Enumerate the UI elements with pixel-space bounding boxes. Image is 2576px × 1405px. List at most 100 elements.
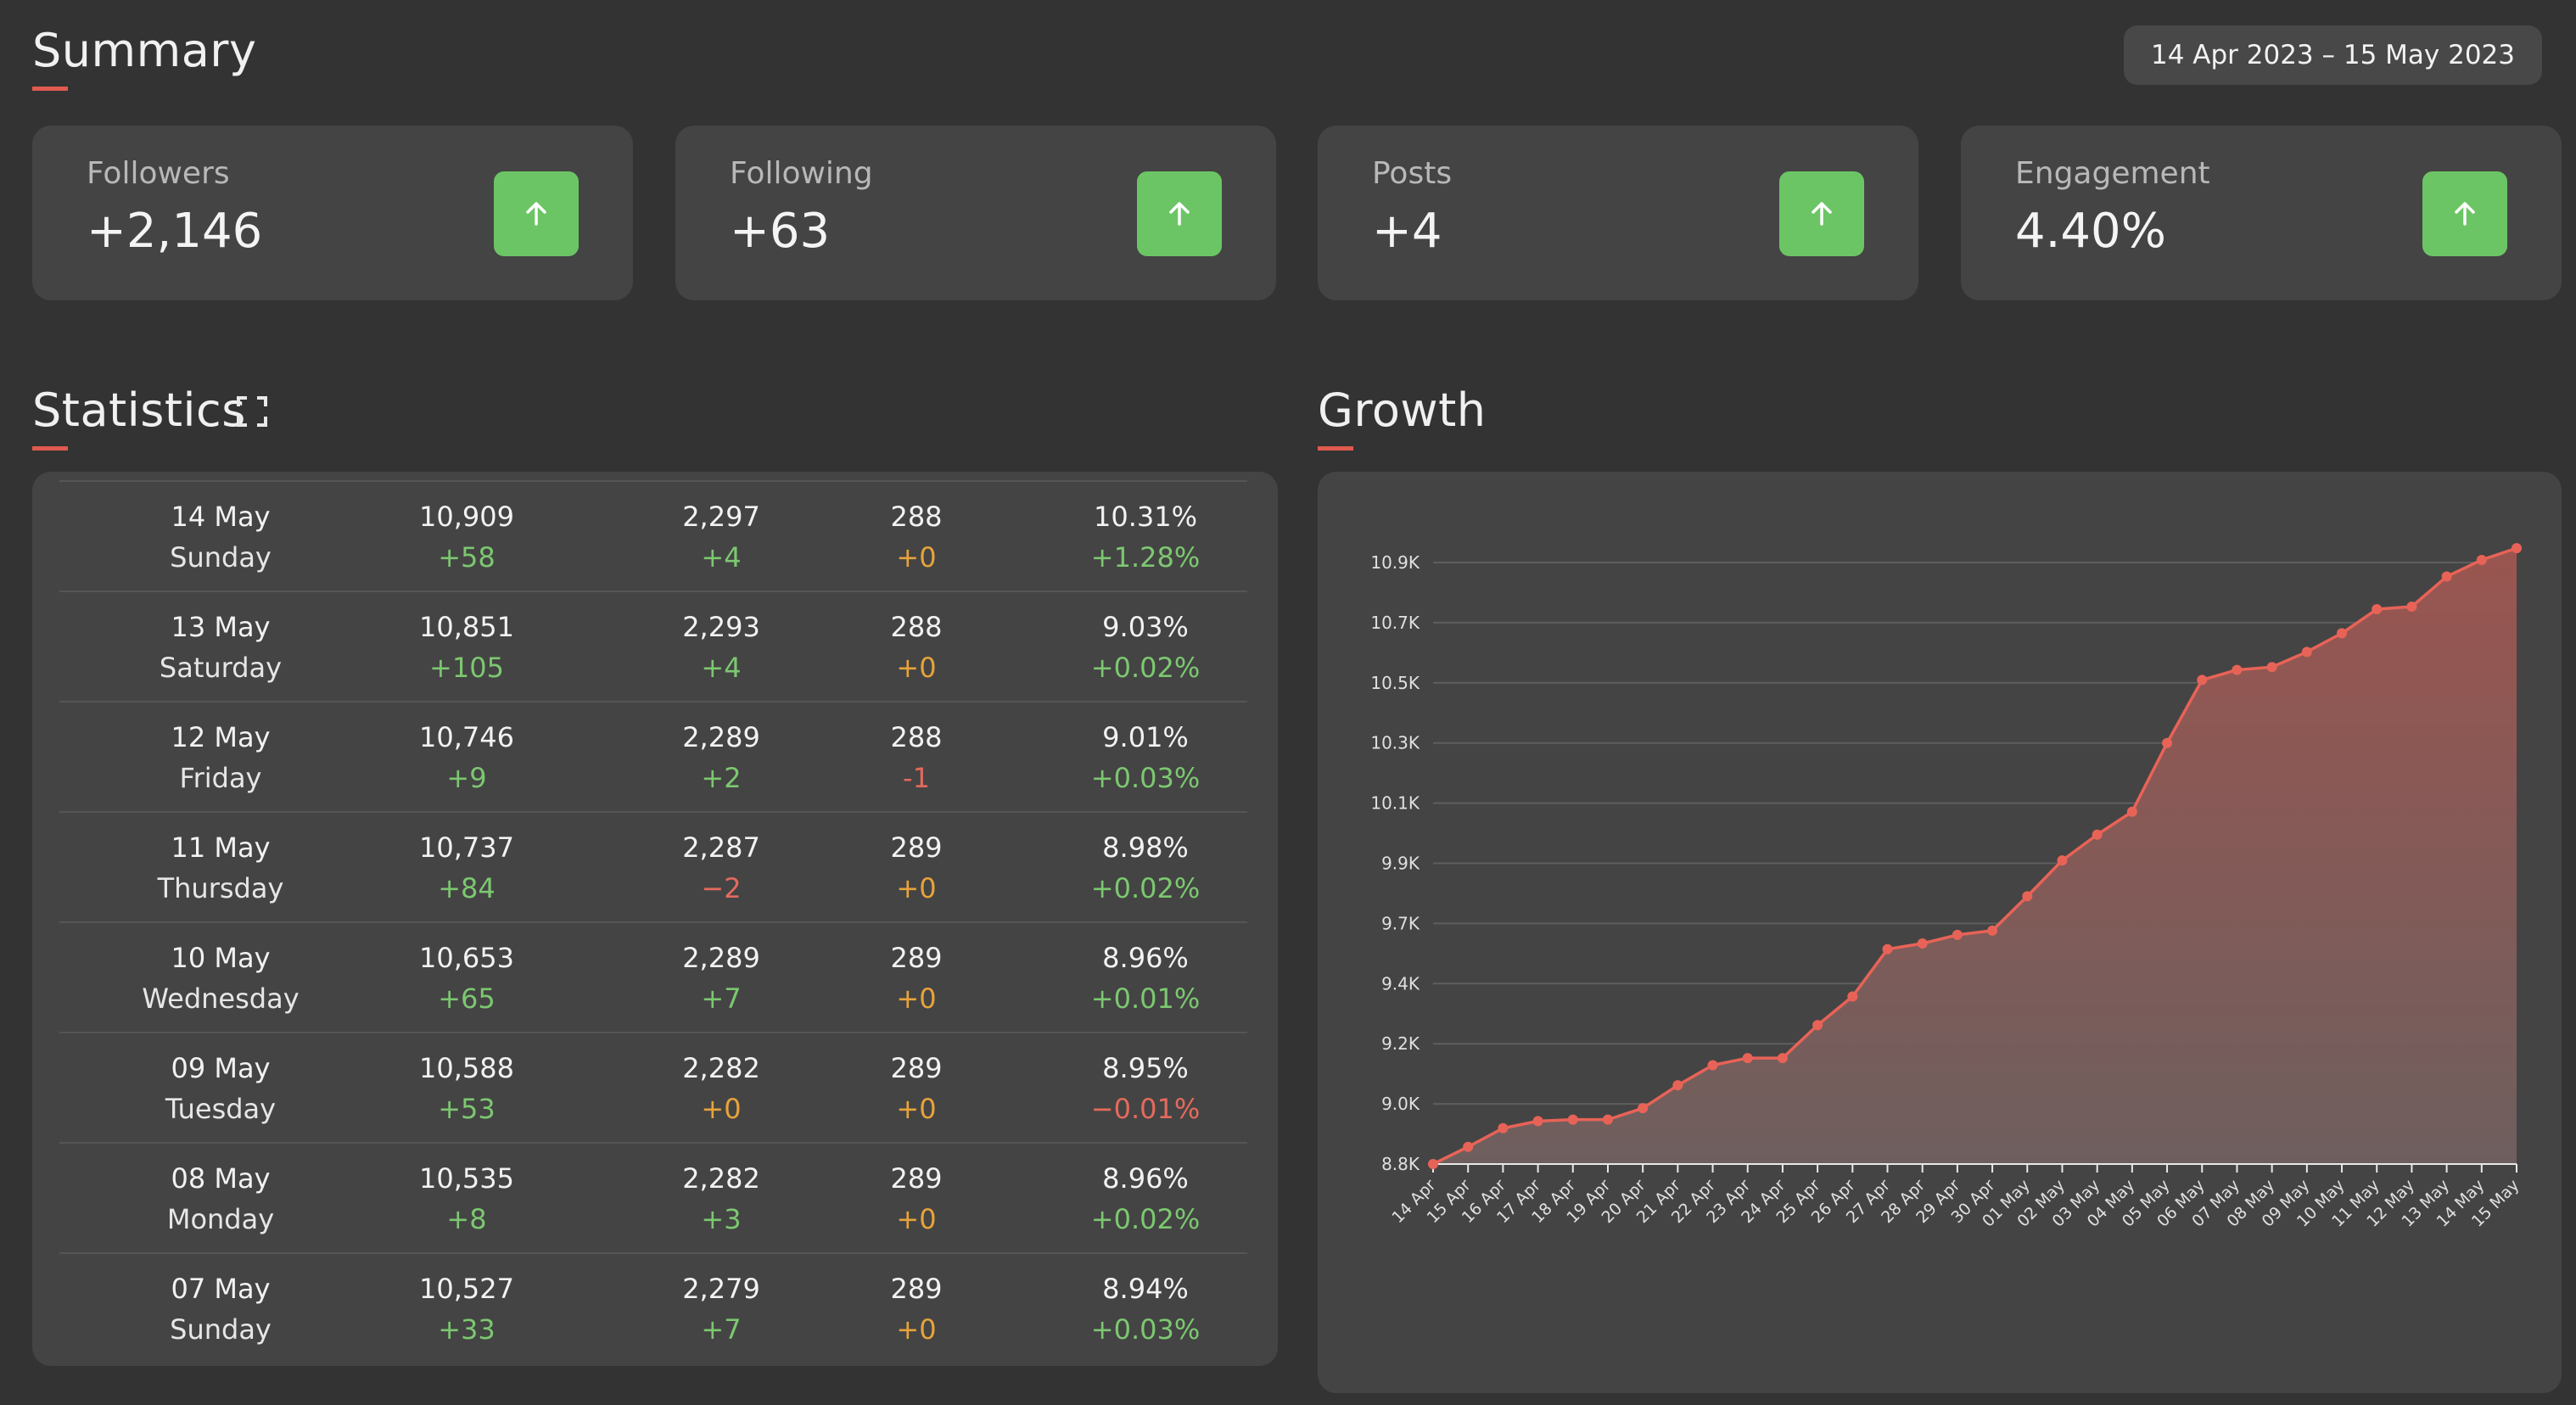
table-row: 12 May Friday 10,746 +9 2,289 +2 288 -1 9.01… <box>59 701 1247 813</box>
followers-cell: 10,746 +9 <box>365 702 568 813</box>
y-tick-label: 9.7K <box>1381 913 1420 933</box>
engagement-value: 8.96% <box>1102 1162 1189 1195</box>
date-range-picker[interactable]: 14 Apr 2023 – 15 May 2023 <box>2123 25 2542 85</box>
card-value: +4 <box>1372 204 1442 259</box>
engagement-value: 9.01% <box>1102 721 1189 753</box>
row-day: Wednesday <box>142 982 300 1015</box>
followers-value: 10,851 <box>419 611 514 643</box>
data-point[interactable] <box>2476 554 2487 565</box>
card-value: +63 <box>730 204 831 259</box>
following-value: 2,293 <box>682 611 760 643</box>
data-point[interactable] <box>1602 1114 1613 1125</box>
data-point[interactable] <box>2126 806 2137 817</box>
row-day: Sunday <box>170 541 272 574</box>
posts-cell: 289 +0 <box>832 1254 1001 1364</box>
posts-delta: +0 <box>896 1203 937 1235</box>
date-cell: 13 May Saturday <box>119 592 322 702</box>
row-date: 11 May <box>171 831 271 864</box>
data-point[interactable] <box>2266 662 2277 673</box>
data-point[interactable] <box>2022 891 2033 902</box>
data-point[interactable] <box>1952 929 1963 940</box>
data-point[interactable] <box>1672 1080 1683 1091</box>
y-tick-label: 9.4K <box>1381 973 1420 994</box>
data-point[interactable] <box>1882 943 1893 954</box>
date-cell: 08 May Monday <box>119 1144 322 1254</box>
following-delta: +4 <box>701 541 742 574</box>
table-row: 08 May Monday 10,535 +8 2,282 +3 289 +0 8.96… <box>59 1142 1247 1254</box>
data-point[interactable] <box>1567 1114 1578 1125</box>
followers-card: Followers +2,146 <box>32 126 633 300</box>
data-point[interactable] <box>2197 675 2208 686</box>
data-point[interactable] <box>2372 604 2383 615</box>
statistics-table: 14 May Sunday 10,909 +58 2,297 +4 288 +0 10.… <box>32 472 1278 1366</box>
posts-card: Posts +4 <box>1318 126 1918 300</box>
data-point[interactable] <box>2092 829 2103 840</box>
data-point[interactable] <box>1812 1020 1823 1031</box>
engagement-cell: 8.98% +0.02% <box>1044 813 1247 923</box>
data-point[interactable] <box>1742 1053 1753 1064</box>
following-value: 2,287 <box>682 831 760 864</box>
trend-up-button[interactable] <box>1137 171 1222 256</box>
followers-cell: 10,535 +8 <box>365 1144 568 1254</box>
posts-delta: +0 <box>896 541 937 574</box>
data-point[interactable] <box>2512 543 2522 554</box>
date-cell: 09 May Tuesday <box>119 1033 322 1144</box>
followers-delta: +53 <box>438 1093 496 1125</box>
engagement-delta: +0.02% <box>1090 652 1201 684</box>
row-day: Thursday <box>157 872 284 904</box>
data-point[interactable] <box>2232 664 2243 675</box>
followers-cell: 10,909 +58 <box>365 482 568 592</box>
data-point[interactable] <box>2162 737 2173 748</box>
following-value: 2,289 <box>682 721 760 753</box>
engagement-value: 8.98% <box>1102 831 1189 864</box>
table-row: 11 May Thursday 10,737 +84 2,287 −2 289 +0 8… <box>59 811 1247 923</box>
trend-up-button[interactable] <box>2422 171 2507 256</box>
data-point[interactable] <box>1707 1060 1718 1071</box>
engagement-value: 9.03% <box>1102 611 1189 643</box>
title-underline <box>32 87 68 91</box>
data-point[interactable] <box>1532 1116 1543 1127</box>
table-row: 07 May Sunday 10,527 +33 2,279 +7 289 +0 8.9… <box>59 1252 1247 1364</box>
row-date: 07 May <box>171 1273 271 1305</box>
data-point[interactable] <box>1847 991 1858 1002</box>
posts-value: 289 <box>890 1162 943 1195</box>
posts-delta: +0 <box>896 872 937 904</box>
data-point[interactable] <box>1428 1159 1438 1169</box>
expand-icon[interactable] <box>236 395 268 428</box>
followers-value: 10,653 <box>419 942 514 974</box>
data-point[interactable] <box>2406 601 2417 612</box>
following-value: 2,282 <box>682 1052 760 1084</box>
data-point[interactable] <box>2301 647 2312 658</box>
title-underline <box>1318 446 1353 451</box>
data-point[interactable] <box>1463 1141 1474 1152</box>
data-point[interactable] <box>1777 1053 1788 1064</box>
data-point[interactable] <box>2057 855 2068 866</box>
trend-up-button[interactable] <box>494 171 579 256</box>
engagement-cell: 10.31% +1.28% <box>1044 482 1247 592</box>
card-value: +2,146 <box>87 204 263 259</box>
trend-up-button[interactable] <box>1779 171 1864 256</box>
followers-value: 10,588 <box>419 1052 514 1084</box>
following-value: 2,282 <box>682 1162 760 1195</box>
data-point[interactable] <box>1917 938 1928 949</box>
row-day: Monday <box>166 1203 275 1235</box>
data-point[interactable] <box>2441 571 2452 582</box>
card-label: Followers <box>87 156 230 191</box>
data-point[interactable] <box>1987 925 1998 936</box>
data-point[interactable] <box>1498 1122 1509 1134</box>
engagement-cell: 8.95% −0.01% <box>1044 1033 1247 1144</box>
posts-delta: -1 <box>903 762 930 794</box>
data-point[interactable] <box>1638 1103 1649 1114</box>
posts-delta: +0 <box>896 1313 937 1346</box>
card-value: 4.40% <box>2015 204 2166 259</box>
row-day: Sunday <box>170 1313 272 1346</box>
data-point[interactable] <box>2337 628 2348 639</box>
following-cell: 2,289 +7 <box>619 923 823 1033</box>
posts-delta: +0 <box>896 652 937 684</box>
summary-title-text: Summary <box>32 24 257 77</box>
following-cell: 2,279 +7 <box>619 1254 823 1364</box>
engagement-delta: +0.01% <box>1090 982 1201 1015</box>
engagement-value: 8.96% <box>1102 942 1189 974</box>
date-cell: 14 May Sunday <box>119 482 322 592</box>
following-cell: 2,293 +4 <box>619 592 823 702</box>
